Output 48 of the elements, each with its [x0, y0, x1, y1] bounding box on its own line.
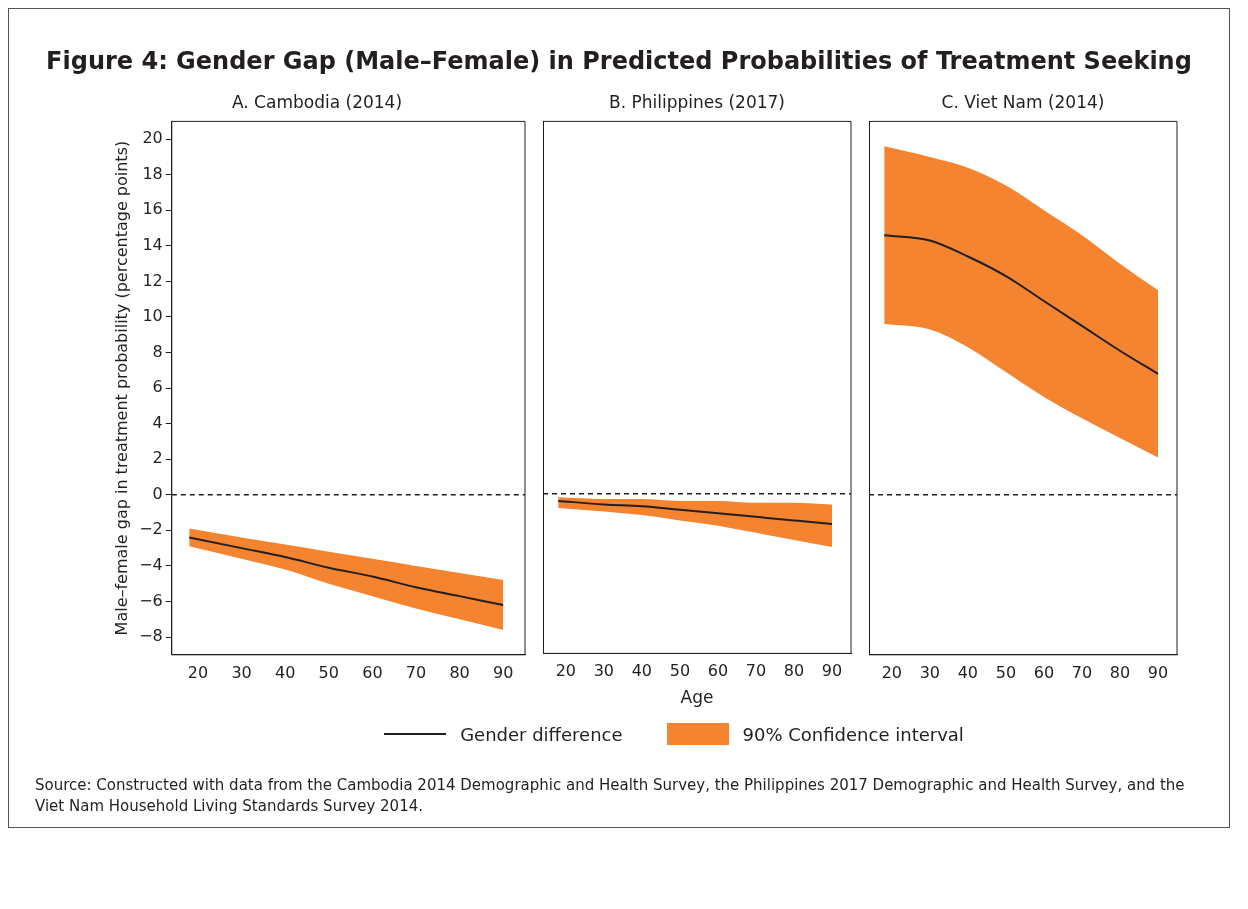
x-tick-label: 40: [631, 661, 653, 681]
y-tick-label: 20: [142, 128, 163, 148]
chart-title: C. Viet Nam (2014): [941, 91, 1105, 112]
x-tick-label: 40: [957, 662, 979, 682]
x-axis-title: Age: [680, 687, 714, 708]
x-tick-label: 80: [1109, 662, 1131, 682]
x-tick-label: 50: [995, 662, 1017, 682]
x-tick-label: 90: [493, 662, 514, 682]
y-tick-label: 0: [152, 483, 163, 503]
x-tick-label: 30: [231, 662, 252, 682]
y-tick-label: 18: [142, 163, 163, 183]
y-tick-label: 12: [142, 270, 163, 290]
y-tick-label: 2: [152, 448, 163, 468]
x-tick-label: 70: [1071, 662, 1093, 682]
text: 90% Confidence interval: [742, 723, 964, 745]
x-tick-label: 20: [881, 662, 902, 682]
x-tick-label: 90: [1147, 662, 1169, 682]
x-tick-label: 20: [555, 661, 576, 681]
y-tick-label: −4: [139, 555, 163, 575]
x-tick-label: 60: [707, 661, 729, 681]
y-axis-title: Male–female gap in treatment probability (percentage points): [111, 140, 131, 636]
x-tick-label: 90: [821, 661, 843, 681]
y-tick-label: 4: [152, 412, 163, 432]
caption: Figure 4: Gender Gap (Male–Female) in Predicted Probabilities of Treatment Seeking: [45, 47, 1193, 75]
y-tick-label: 10: [142, 306, 163, 326]
x-tick-label: 50: [669, 661, 691, 681]
legend-label: Gender difference: [460, 723, 623, 745]
x-tick-label: 30: [919, 662, 941, 682]
x-tick-label: 60: [1033, 662, 1055, 682]
x-tick-label: 80: [783, 661, 805, 681]
x-tick-label: 70: [745, 661, 767, 681]
y-tick-label: −2: [139, 519, 163, 539]
x-tick-label: 80: [449, 662, 470, 682]
source-note: Source: Constructed with data from the Cambodia 2014 Demographic and Health Survey, the Philippines 2017 Demographic and Health Survey, and the Viet Nam Household Living Standards Survey 2014.: [35, 775, 1186, 817]
chart-title: A. Cambodia (2014): [231, 91, 403, 112]
x-tick-label: 50: [318, 662, 339, 682]
x-tick-label: 20: [187, 662, 209, 682]
chart-title: B. Philippines (2017): [609, 91, 785, 112]
y-tick-label: 6: [152, 377, 163, 397]
x-tick-label: 40: [274, 662, 296, 682]
y-tick-label: 8: [152, 341, 163, 361]
y-tick-label: −8: [139, 626, 163, 646]
y-tick-label: 14: [142, 235, 163, 255]
x-tick-label: 30: [593, 661, 615, 681]
y-tick-label: −6: [139, 590, 163, 610]
y-tick-label: 16: [142, 199, 163, 219]
x-tick-label: 60: [362, 662, 383, 682]
x-tick-label: 70: [405, 662, 427, 682]
